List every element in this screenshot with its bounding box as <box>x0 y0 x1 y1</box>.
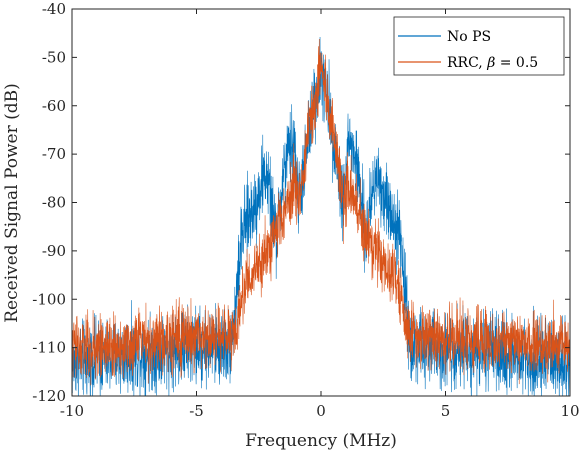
x-tick-label: 5 <box>441 402 451 420</box>
y-tick-label: -100 <box>32 290 66 308</box>
x-axis-label: Frequency (MHz) <box>245 431 397 451</box>
legend: No PS RRC, β = 0.5 <box>393 16 565 76</box>
series-layer <box>72 37 570 396</box>
x-axis: -10 -5 0 5 10 <box>60 9 580 420</box>
y-axis: -120 -110 -100 -90 -80 -70 -60 -50 -40 <box>32 0 570 405</box>
x-tick-label: -5 <box>189 402 204 420</box>
y-tick-label: -90 <box>42 242 66 260</box>
y-tick-label: -50 <box>42 48 66 66</box>
series-line-rrc <box>72 39 570 386</box>
x-tick-label: 0 <box>316 402 326 420</box>
y-tick-label: -110 <box>32 339 66 357</box>
x-tick-label: -10 <box>60 402 84 420</box>
x-tick-label: 10 <box>560 402 579 420</box>
y-tick-label: -60 <box>42 97 66 115</box>
legend-box <box>393 16 565 76</box>
y-axis-label: Received Signal Power (dB) <box>2 83 22 323</box>
y-tick-label: -40 <box>42 0 66 18</box>
y-tick-label: -70 <box>42 145 66 163</box>
legend-label-rrc: RRC, β = 0.5 <box>447 55 538 71</box>
legend-label-no-ps: No PS <box>447 29 491 45</box>
y-tick-label: -120 <box>32 387 66 405</box>
y-tick-label: -80 <box>42 194 66 212</box>
